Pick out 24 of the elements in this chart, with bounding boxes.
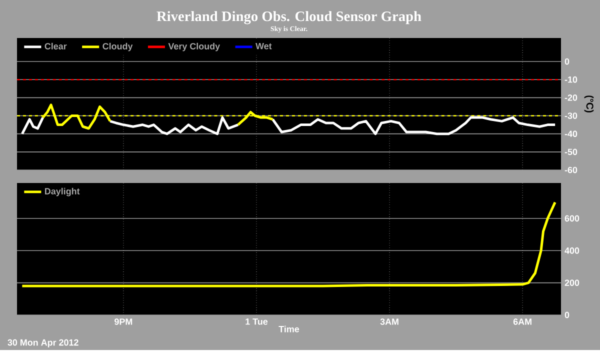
x-tick-label: 6AM (513, 318, 532, 325)
x-axis-title: Time (278, 326, 300, 332)
x-tick-label: 1 Tue (246, 318, 268, 325)
y-tick-label: 0 (564, 312, 570, 318)
y-tick-label: -60 (564, 166, 578, 174)
y-tick-label: -20 (564, 94, 578, 101)
y-tick-label: -40 (564, 130, 578, 138)
y-tick-label: -30 (564, 112, 578, 120)
legend-label: Clear (44, 42, 67, 50)
x-tick-label: 3AM (380, 318, 398, 325)
y-tick-label: 200 (564, 280, 580, 286)
y-tick-label: -50 (564, 148, 578, 156)
legend-label: Cloudy (102, 42, 133, 52)
y-tick-label: -10 (564, 76, 578, 83)
y-tick-label: 600 (564, 215, 580, 222)
text: 30 Mon Apr 2012 (8, 339, 78, 348)
legend-label: Daylight (45, 188, 80, 196)
legend-label: Very Cloudy (168, 42, 220, 52)
chart-title: Riverland Dingo Obs. Cloud Sensor Graph (156, 11, 422, 24)
y-axis-title: (°C) (584, 96, 594, 113)
x-tick-label: 9PM (114, 318, 132, 325)
y-tick-label: 0 (564, 58, 570, 65)
legend-label: Wet (256, 43, 272, 50)
y-tick-label: 400 (564, 248, 580, 254)
